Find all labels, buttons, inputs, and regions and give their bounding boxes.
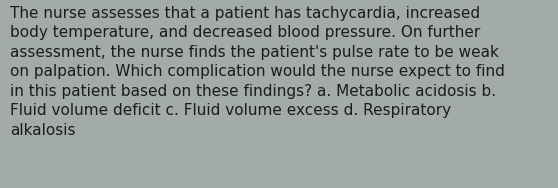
- Text: The nurse assesses that a patient has tachycardia, increased
body temperature, a: The nurse assesses that a patient has ta…: [10, 6, 505, 138]
